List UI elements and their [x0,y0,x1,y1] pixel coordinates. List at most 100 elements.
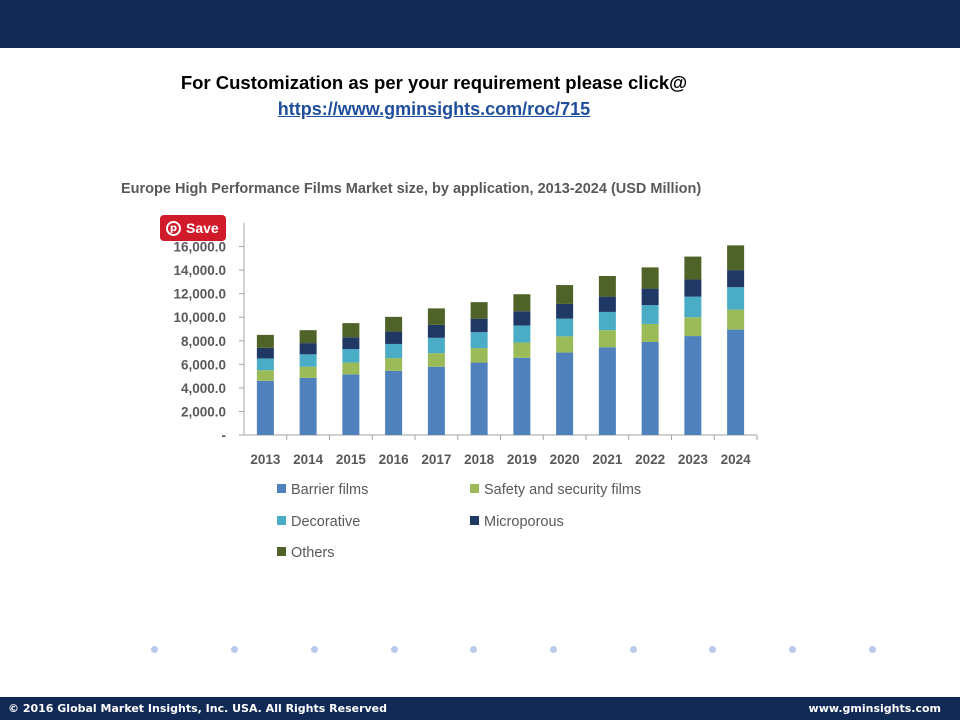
bar-segment [256,347,274,359]
slide-dot[interactable] [789,646,796,653]
bar-segment [299,366,317,378]
x-tick-label: 2024 [721,452,752,467]
chart-title: Europe High Performance Films Market siz… [121,181,701,197]
bar-segment [256,334,274,348]
bar-segment [342,323,360,338]
bar-segment [684,296,702,318]
pinterest-icon: p [166,220,181,236]
legend-swatch [470,484,479,493]
bar-segment [385,331,403,344]
bar-segment [727,245,745,271]
x-tick-label: 2015 [336,452,367,467]
x-tick-label: 2013 [250,452,281,467]
chart-legend: Barrier films Safety and security films De… [277,482,641,561]
top-banner [0,0,960,48]
y-tick-label: 12,000.0 [173,287,226,302]
bar-segment [299,377,317,435]
bar-segment [641,341,659,435]
slide-dot[interactable] [311,646,318,653]
bar-segment [385,343,403,359]
bar-segment [727,329,745,435]
bar-segment [684,336,702,435]
x-tick-label: 2023 [678,452,709,467]
slide-dot[interactable] [231,646,238,653]
bar-segment [342,362,360,375]
bar-segment [427,324,445,338]
bar-segment [513,357,531,435]
footer-website[interactable]: www.gminsights.com [808,702,941,715]
slide-dot[interactable] [151,646,158,653]
y-tick-label: 10,000.0 [173,310,226,325]
bar-segment [342,337,360,350]
y-tick-label: 6,000.0 [181,357,226,372]
x-tick-label: 2022 [635,452,665,467]
bar-segment [427,337,445,354]
bar-segment [556,285,574,304]
footer-copyright: © 2016 Global Market Insights, Inc. USA.… [8,702,388,715]
x-tick-label: 2014 [293,452,324,467]
bar-segment [641,305,659,324]
y-tick-label: 2,000.0 [181,404,226,419]
bar-segment [556,352,574,435]
bar-segment [256,370,274,381]
bar-segment [513,325,531,343]
bar-segment [427,366,445,435]
legend-swatch [470,516,479,525]
legend-label: Decorative [291,514,360,530]
bar-segment [556,336,574,353]
x-tick-label: 2020 [550,452,580,467]
bar-segment [556,318,574,337]
legend-label: Microporous [484,514,564,530]
customization-headline: For Customization as per your requiremen… [180,72,688,93]
bar-segment [299,343,317,355]
footer: © 2016 Global Market Insights, Inc. USA.… [0,697,960,720]
bar-segment [727,270,745,288]
bar-segment [684,279,702,297]
slide-dot[interactable] [869,646,876,653]
x-tick-label: 2017 [421,452,451,467]
bar-segment [598,276,616,297]
y-tick-label: 8,000.0 [181,334,226,349]
bar-segment [470,348,488,363]
bar-segment [684,317,702,337]
x-tick-label: 2016 [379,452,410,467]
chart-plot-area: - 2,000.0 4,000.0 6,000.0 8,000.0 10,000.0 12,… [173,223,758,467]
bar-segment [598,311,616,331]
legend-swatch [277,484,286,493]
slide-dot[interactable] [470,646,477,653]
bar-segment [727,309,745,330]
x-tick-label: 2019 [507,452,537,467]
bar-segment [256,358,274,371]
pin-save-label: Save [186,220,219,236]
bar-segment [470,302,488,319]
bar-segment [641,323,659,342]
bar-segment [342,349,360,363]
slide-dot[interactable] [709,646,716,653]
legend-label: Barrier films [291,482,368,498]
y-tick-label: 16,000.0 [173,240,226,255]
y-tick-label: 4,000.0 [181,381,226,396]
pinterest-save-button[interactable]: p Save [160,215,226,241]
slide-dot[interactable] [630,646,637,653]
bar-segment [727,287,745,310]
bar-segment [513,294,531,312]
bar-segment [470,332,488,349]
bar-segment [299,330,317,344]
legend-swatch [277,547,286,556]
y-tick-label: 14,000.0 [173,263,226,278]
legend-label: Others [291,545,335,561]
bar-segment [385,358,403,371]
bar-segment [598,296,616,312]
slide-dot[interactable] [391,646,398,653]
bar-segment [598,347,616,435]
customization-link[interactable]: https://www.gminsights.com/roc/715 [277,99,591,119]
bar-segment [385,370,403,435]
bar-segment [513,342,531,358]
slide-dot[interactable] [550,646,557,653]
bar-segment [342,374,360,435]
bar-segment [641,267,659,289]
bar-segment [427,353,445,367]
bar-segment [427,308,445,325]
bar-segment [598,330,616,348]
